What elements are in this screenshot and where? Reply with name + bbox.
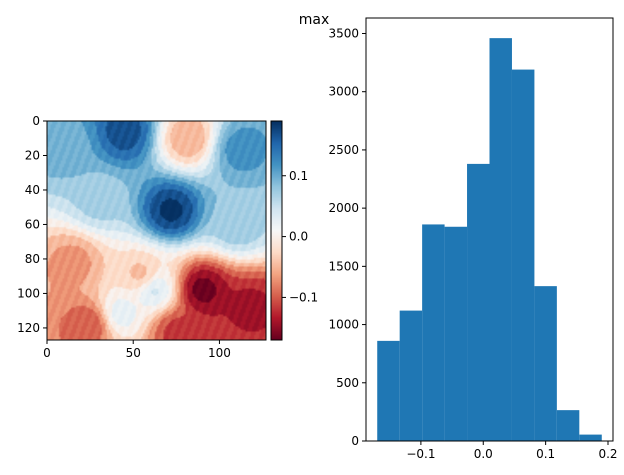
histogram-x-tick: 0.2 <box>598 441 618 461</box>
colorbar: 0.1 0.0 −0.1 <box>270 120 318 341</box>
histogram-y-tick: 3500 <box>328 26 366 40</box>
histogram-panel: −0.1 0.0 0.1 0.2 0 500 1000 1500 2000 2500 3000 35… <box>328 17 618 461</box>
heatmap-y-tick: 40 <box>25 183 47 197</box>
histogram-x-tick-label: 0.2 <box>598 447 617 461</box>
heatmap-x-tick: 50 <box>126 340 141 360</box>
histogram-bar <box>422 224 445 441</box>
histogram-bar <box>556 410 580 441</box>
colorbar-tick-label: 0.1 <box>289 169 308 183</box>
heatmap-y-tick: 60 <box>25 217 47 231</box>
heatmap-y-axis: 0 20 40 60 80 100 120 <box>17 114 47 335</box>
heatmap-y-tick-label: 120 <box>17 321 40 335</box>
histogram-bar <box>511 69 535 442</box>
histogram-y-tick-label: 2000 <box>328 201 359 215</box>
histogram-x-tick: 0.0 <box>474 441 493 461</box>
histogram-bar <box>467 163 490 441</box>
histogram-y-tick-label: 3500 <box>328 26 359 40</box>
histogram-bar <box>399 310 423 441</box>
histogram-x-tick-label: 0.0 <box>474 447 493 461</box>
histogram-x-tick: 0.1 <box>536 441 555 461</box>
histogram-y-tick: 2500 <box>328 143 366 157</box>
histogram-frame <box>365 17 614 442</box>
heatmap-y-tick-label: 100 <box>17 286 40 300</box>
heatmap-x-tick: 100 <box>208 340 231 360</box>
histogram-y-tick-label: 2500 <box>328 143 359 157</box>
colorbar-tick-label: −0.1 <box>289 290 318 304</box>
heatmap-frame <box>46 120 267 341</box>
histogram-bar <box>534 286 557 441</box>
histogram-y-tick: 2000 <box>328 201 366 215</box>
heatmap-x-tick-label: 50 <box>126 346 141 360</box>
heatmap-y-tick-label: 0 <box>32 114 40 128</box>
histogram-y-tick: 1500 <box>328 259 366 273</box>
heatmap-y-tick-label: 40 <box>25 183 40 197</box>
heatmap-y-tick: 20 <box>25 148 47 162</box>
histogram-y-tick: 1000 <box>328 318 366 332</box>
heatmap-x-tick-label: 100 <box>208 346 231 360</box>
histogram-x-tick-label: −0.1 <box>406 447 435 461</box>
heatmap-x-tick: 0 <box>43 340 51 360</box>
histogram-y-tick: 3000 <box>328 85 366 99</box>
heatmap-y-tick-label: 80 <box>25 252 40 266</box>
histogram-y-tick-label: 3000 <box>328 85 359 99</box>
heatmap-image <box>47 121 266 340</box>
histogram-y-axis: 0 500 1000 1500 2000 2500 3000 3500 <box>328 26 366 448</box>
heatmap-y-tick: 100 <box>17 286 47 300</box>
histogram-bar <box>444 226 468 441</box>
heatmap-y-tick: 80 <box>25 252 47 266</box>
histogram-x-axis: −0.1 0.0 0.1 0.2 <box>406 441 618 461</box>
colorbar-frame <box>270 120 283 341</box>
histogram-bar <box>489 38 512 442</box>
histogram-bar <box>377 340 400 441</box>
heatmap-x-axis: 0 50 100 <box>43 340 231 360</box>
heatmap-y-tick: 120 <box>17 321 47 335</box>
heatmap-y-tick-label: 20 <box>25 148 40 162</box>
colorbar-tick: 0.1 <box>282 169 308 183</box>
histogram-x-tick-label: 0.1 <box>536 447 555 461</box>
colorbar-tick-label: 0.0 <box>289 230 308 244</box>
colorbar-ticks: 0.1 0.0 −0.1 <box>282 169 318 304</box>
histogram-y-tick-label: 0 <box>351 434 359 448</box>
histogram-y-tick-label: 1000 <box>328 318 359 332</box>
heatmap-y-tick: 0 <box>32 114 47 128</box>
histogram-x-tick: −0.1 <box>406 441 435 461</box>
colorbar-tick: −0.1 <box>282 290 318 304</box>
histogram-y-tick-label: 1500 <box>328 259 359 273</box>
heatmap-y-tick-label: 60 <box>25 217 40 231</box>
histogram-y-tick-label: 500 <box>336 376 359 390</box>
heatmap-panel: 0 50 100 0 20 40 60 80 100 120 <box>17 114 267 360</box>
histogram-y-tick: 500 <box>336 376 366 390</box>
colorbar-tick: 0.0 <box>282 230 308 244</box>
figure-title: max <box>299 12 330 28</box>
histogram-bars <box>377 38 602 442</box>
heatmap-x-tick-label: 0 <box>43 346 51 360</box>
histogram-bar <box>579 434 602 441</box>
histogram-y-tick: 0 <box>351 434 366 448</box>
colorbar-gradient <box>271 121 282 340</box>
